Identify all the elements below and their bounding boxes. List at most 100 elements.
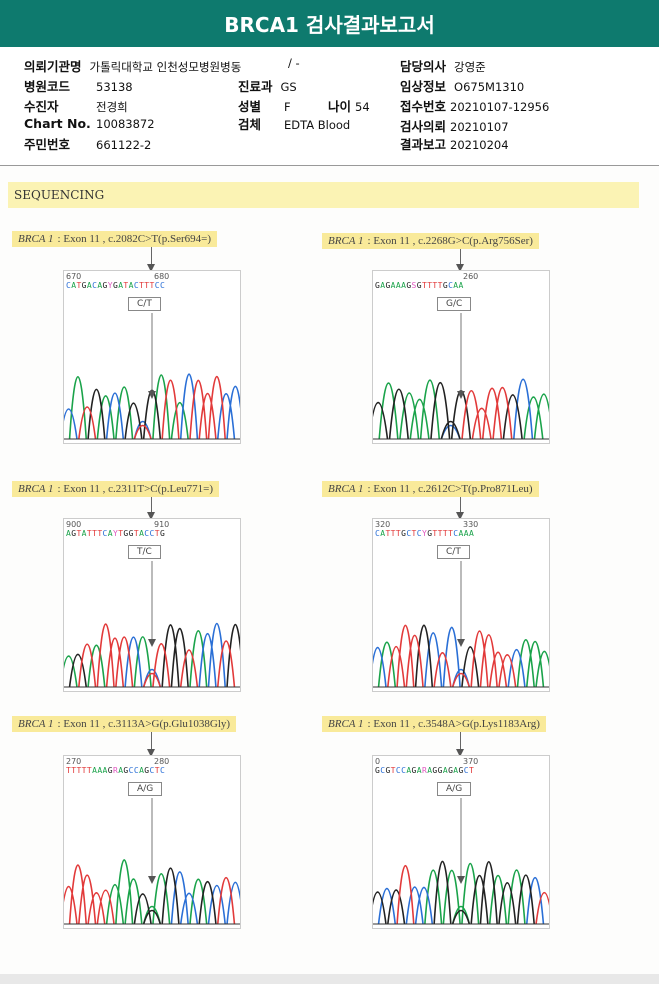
base-sequence: CATTTGCTCYGTTTTCAAA xyxy=(375,529,475,538)
request-value: 20210107 xyxy=(450,120,509,134)
pointer-line xyxy=(460,732,461,749)
base-sequence: TTTTTAAAGRAGCCAGCTC xyxy=(66,766,166,775)
ward-label: 병동 xyxy=(220,60,242,74)
report-title: BRCA1 검사결과보고서 xyxy=(0,0,659,47)
genotype-call: T/C xyxy=(128,545,161,559)
trace-G xyxy=(133,867,217,925)
chromatogram-trace xyxy=(64,561,240,688)
variant-label: BRCA 1: Exon 11 , c.2268G>C(p.Arg756Ser) xyxy=(322,233,539,249)
hospital-code-value: 53138 xyxy=(96,80,133,94)
chart-value: 10083872 xyxy=(96,117,155,131)
gene-name: BRCA 1 xyxy=(18,718,54,730)
trace-T xyxy=(78,375,226,440)
gene-name: BRCA 1 xyxy=(18,233,54,245)
gene-name: BRCA 1 xyxy=(328,483,364,495)
variant-desc: : Exon 11 , c.2612C>T(p.Pro871Leu) xyxy=(367,483,533,495)
id-label: 주민번호 xyxy=(24,137,71,152)
dept-label: 진료과 xyxy=(238,79,273,94)
chromatogram-trace xyxy=(64,313,240,440)
variant-desc: : Exon 11 , c.3113A>G(p.Glu1038Gly) xyxy=(57,718,231,730)
trace-C xyxy=(170,871,240,925)
patient-info: 의뢰기관명 가톨릭대학교 인천성모병원병동 / - 담당의사 강영준 병원코드 531… xyxy=(0,50,659,166)
arrow-down-icon xyxy=(147,512,155,520)
gene-name: BRCA 1 xyxy=(328,235,364,247)
variant-desc: : Exon 11 , c.2082C>T(p.Ser694=) xyxy=(57,233,211,245)
trace-T xyxy=(461,386,513,440)
trace-A xyxy=(377,639,549,688)
id-value: 661122-2 xyxy=(96,138,152,152)
trace-G xyxy=(414,624,480,688)
trace-T xyxy=(396,865,549,925)
chromatogram-trace xyxy=(373,313,549,440)
position-start: 0 xyxy=(375,757,381,766)
trace-T xyxy=(78,623,236,688)
arrow-down-icon xyxy=(456,512,464,520)
patient-value: 전경희 xyxy=(96,100,128,114)
arrow-down-icon xyxy=(147,749,155,757)
base-sequence: AGTATTTCAYTGGTACCTG xyxy=(66,529,166,538)
chromatogram-panel: 320 330 CATTTGCTCYGTTTTCAAA C/T xyxy=(372,518,550,692)
variant-desc: : Exon 11 , c.2268G>C(p.Arg756Ser) xyxy=(367,235,533,247)
gene-name: BRCA 1 xyxy=(18,483,54,495)
trace-G xyxy=(373,382,523,440)
gene-name: BRCA 1 xyxy=(328,718,364,730)
report-label: 결과보고 xyxy=(400,137,447,152)
genotype-call: A/G xyxy=(128,782,163,796)
chromatogram-trace xyxy=(373,798,549,925)
specimen-value: EDTA Blood xyxy=(284,118,351,132)
position-start: 900 xyxy=(66,520,82,529)
base-sequence: GCGTCCAGARAGGAGAGCT xyxy=(375,766,475,775)
trace-G xyxy=(68,623,240,688)
arrow-down-icon xyxy=(147,264,155,272)
receipt-label: 접수번호 xyxy=(400,99,447,114)
trace-G xyxy=(373,860,535,925)
footer-bar xyxy=(0,974,659,984)
request-label: 검사의뢰 xyxy=(400,119,447,134)
trace-A xyxy=(64,630,208,688)
doctor-label: 담당의사 xyxy=(400,59,447,74)
variant-desc: : Exon 11 , c.2311T>C(p.Leu771=) xyxy=(57,483,214,495)
pointer-line xyxy=(151,732,152,749)
age-value: 54 xyxy=(355,100,370,114)
chromatogram-panel: 270 280 TTTTTAAAGRAGCCAGCTC A/G xyxy=(63,755,241,929)
position-start: 270 xyxy=(66,757,82,766)
position-mark: 370 xyxy=(463,757,479,766)
genotype-call: G/C xyxy=(437,297,472,311)
patient-label: 수진자 xyxy=(24,99,59,114)
ward-value: / - xyxy=(288,56,300,70)
hospital-code-label: 병원코드 xyxy=(24,79,71,94)
variant-label: BRCA 1: Exon 11 , c.2082C>T(p.Ser694=) xyxy=(12,231,217,247)
sex-label: 성별 xyxy=(238,99,262,114)
trace-C xyxy=(373,626,526,688)
position-mark: 260 xyxy=(463,272,479,281)
trace-A xyxy=(105,859,208,925)
chromatogram-panel: 260 GAGAAAGSGTTTTGCAA G/C xyxy=(372,270,550,444)
trace-T xyxy=(387,624,517,688)
trace-C xyxy=(64,373,240,440)
position-mark: 680 xyxy=(154,272,170,281)
genotype-call: C/T xyxy=(437,545,470,559)
dept-value: GS xyxy=(280,80,297,94)
institution-label: 의뢰기관명 xyxy=(24,59,82,74)
chart-label: Chart No. xyxy=(24,116,91,131)
institution-value: 가톨릭대학교 인천성모병원 xyxy=(89,60,221,74)
trace-A xyxy=(68,374,189,440)
clinical-value: O675M1310 xyxy=(454,80,525,94)
specimen-label: 검체 xyxy=(238,117,262,132)
sex-value: F xyxy=(284,100,291,114)
chromatogram-trace xyxy=(64,798,240,925)
position-start: 320 xyxy=(375,520,391,529)
trace-C xyxy=(124,622,226,688)
trace-C xyxy=(377,876,545,925)
chromatogram-panel: 670 680 CATGACAGYGATACTTTCC C/T xyxy=(63,270,241,444)
arrow-down-icon xyxy=(456,264,464,272)
genotype-call: A/G xyxy=(437,782,472,796)
pointer-line xyxy=(460,249,461,264)
arrow-down-icon xyxy=(456,749,464,757)
doctor-value: 강영준 xyxy=(454,60,486,74)
genotype-call: C/T xyxy=(128,297,161,311)
variant-label: BRCA 1: Exon 11 , c.2612C>T(p.Pro871Leu) xyxy=(322,481,539,497)
chromatogram-trace xyxy=(373,561,549,688)
chromatogram-panel: 0 370 GCGTCCAGARAGGAGAGCT A/G xyxy=(372,755,550,929)
report-value: 20210204 xyxy=(450,138,509,152)
